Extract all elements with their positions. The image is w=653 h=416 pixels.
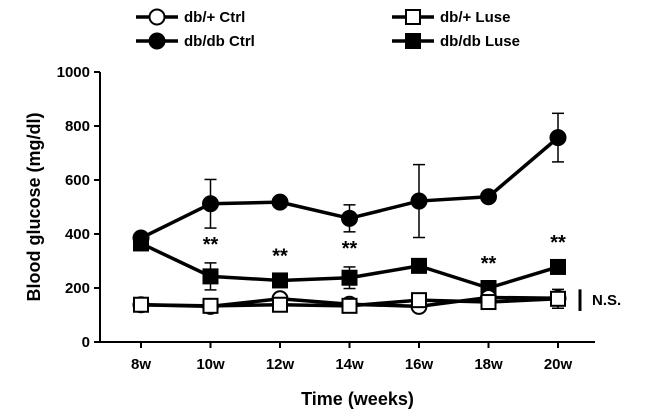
data-point — [341, 209, 358, 227]
legend: db/+ Ctrl db/db Ctrl db/+ Luse db/db Luse — [136, 8, 520, 50]
data-point — [405, 9, 421, 25]
x-tick-label: 12w — [266, 356, 295, 373]
y-tick-label: 1000 — [57, 64, 90, 81]
ns-label: N.S. — [592, 292, 621, 309]
x-tick-label: 10w — [196, 356, 225, 373]
significance-label: ** — [481, 253, 497, 275]
x-axis-title: Time (weeks) — [301, 389, 414, 409]
y-tick-label: 800 — [65, 118, 90, 135]
data-point — [550, 258, 566, 275]
legend-item-0: db/+ Ctrl — [136, 8, 245, 26]
y-tick-label: 0 — [82, 334, 90, 351]
data-point — [411, 292, 427, 309]
legend-item-3: db/db Luse — [392, 33, 520, 50]
y-axis-title: Blood glucose (mg/dl) — [24, 113, 44, 302]
data-point — [272, 296, 288, 313]
series-3 — [133, 235, 566, 296]
annotations: ** ** ** ** ** N.S. — [203, 232, 621, 311]
y-tick-label: 200 — [65, 280, 90, 297]
legend-label: db/+ Ctrl — [184, 9, 245, 26]
significance-label: ** — [342, 238, 358, 260]
significance-label: ** — [550, 232, 566, 254]
data-point — [272, 272, 288, 289]
significance-label: ** — [272, 245, 288, 267]
x-tick-label: 8w — [131, 356, 151, 373]
x-tick-label: 20w — [544, 356, 573, 373]
data-point — [411, 257, 427, 274]
data-point — [410, 192, 428, 210]
data-point — [271, 193, 289, 211]
x-tick-label: 14w — [335, 356, 364, 373]
x-tick-label: 16w — [405, 356, 434, 373]
data-point — [341, 297, 358, 314]
y-tick-label: 400 — [65, 226, 90, 243]
data-point — [341, 269, 358, 286]
data-point — [480, 294, 497, 311]
legend-label: db/+ Luse — [440, 9, 510, 26]
data-point — [133, 235, 149, 252]
legend-label: db/db Luse — [440, 33, 520, 50]
data-point — [480, 188, 497, 206]
data-point — [148, 32, 166, 50]
data-point — [148, 8, 166, 26]
series-1 — [132, 112, 567, 247]
data-point — [202, 195, 219, 213]
data-point — [202, 297, 219, 314]
y-tick-label: 600 — [65, 172, 90, 189]
significance-label: ** — [203, 234, 219, 256]
data-point — [202, 268, 219, 285]
legend-label: db/db Ctrl — [184, 33, 255, 50]
data-point — [550, 290, 566, 307]
series-layer — [132, 112, 567, 315]
series-2 — [133, 288, 566, 314]
data-point — [133, 296, 149, 313]
x-tick-label: 18w — [474, 356, 503, 373]
data-point — [549, 129, 567, 147]
data-point — [405, 33, 421, 49]
legend-item-1: db/db Ctrl — [136, 32, 255, 50]
axes: 0 200 400 600 800 1000 8w 10w 12w 14w 16w 18w 20w Tim… — [24, 64, 595, 409]
legend-item-2: db/+ Luse — [392, 9, 510, 26]
